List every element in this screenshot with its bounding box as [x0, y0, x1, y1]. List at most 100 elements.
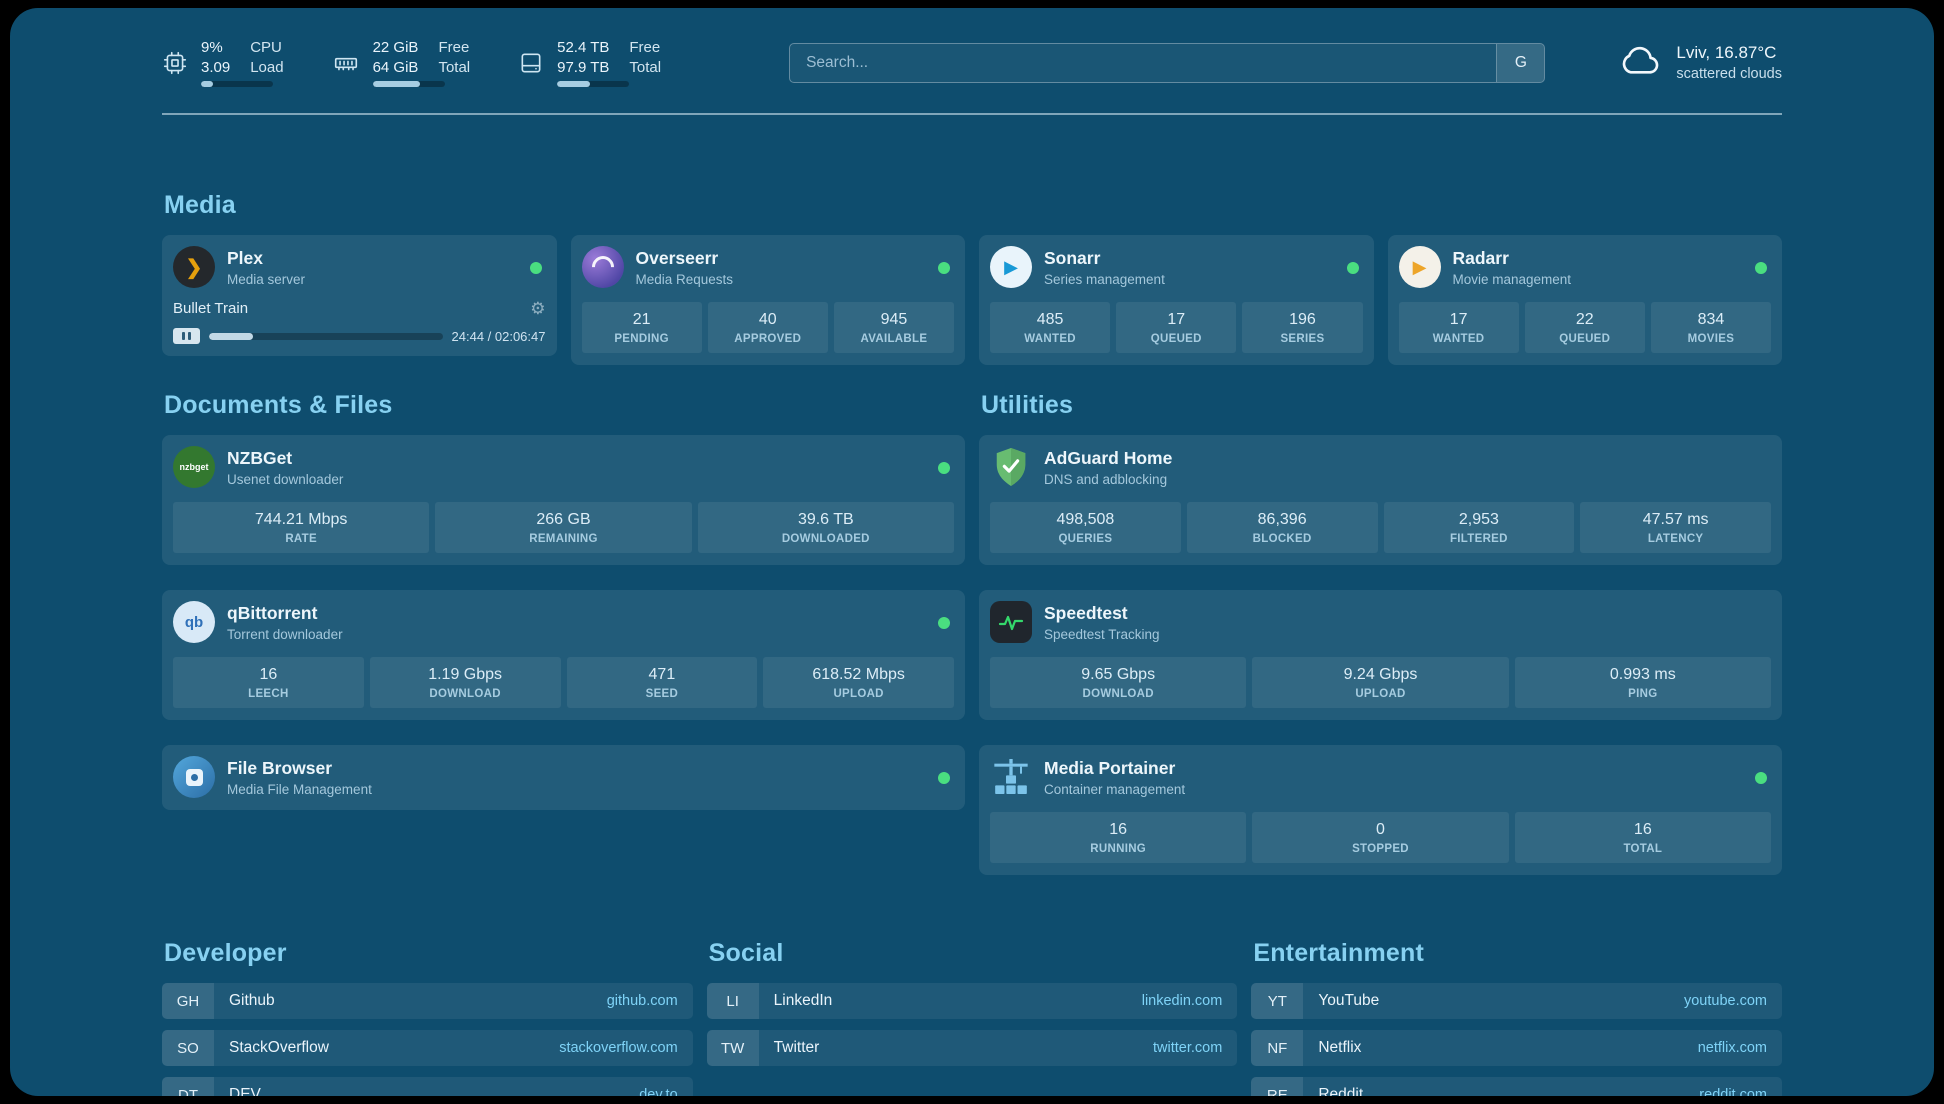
dashboard-app: 9% CPU 3.09 Load	[10, 8, 1934, 1096]
qbittorrent-card[interactable]: qb qBittorrent Torrent downloader 16	[162, 590, 965, 720]
sonarr-title: Sonarr	[1044, 247, 1101, 268]
section-utilities: Utilities AdGu	[979, 391, 1782, 875]
memory-icon	[332, 50, 360, 76]
adguard-subtitle: DNS and adblocking	[1044, 471, 1168, 487]
stat-label: UPLOAD	[833, 688, 884, 700]
stat-label: APPROVED	[734, 333, 802, 345]
status-dot	[938, 772, 950, 784]
stat: 0 STOPPED	[1252, 812, 1509, 863]
adguard-card[interactable]: AdGuard Home DNS and adblocking 498,508 …	[979, 435, 1782, 565]
cpu-readout: 9% CPU 3.09 Load	[201, 38, 284, 87]
weather-location-temp: Lviv, 16.87°C	[1676, 43, 1777, 62]
disk-total-value: 97.9 TB	[557, 58, 610, 76]
bookmark-domain: dev.to	[639, 1087, 678, 1096]
stat: 266 GB REMAINING	[435, 502, 692, 553]
sonarr-icon: ▶	[990, 246, 1032, 288]
bookmark-name: StackOverflow	[229, 1039, 329, 1056]
stat: 2,953 FILTERED	[1383, 502, 1575, 553]
overseerr-card[interactable]: Overseerr Media Requests 21 PENDING 40 A…	[570, 235, 965, 365]
sonarr-card[interactable]: ▶ Sonarr Series management 485 WANTED	[979, 235, 1374, 365]
stat-label: RATE	[285, 533, 317, 545]
stat-value: 9.65 Gbps	[1081, 666, 1156, 683]
plex-now-playing: Bullet Train	[173, 300, 249, 317]
stat: 744.21 Mbps RATE	[173, 502, 430, 553]
radarr-card[interactable]: ▶ Radarr Movie management 17 WANTED	[1387, 235, 1782, 365]
pause-icon[interactable]	[173, 328, 200, 344]
filebrowser-card[interactable]: File Browser Media File Management	[162, 745, 965, 810]
bookmark-reddit[interactable]: RE Reddit reddit.com	[1251, 1077, 1782, 1096]
disk-total-label: Total	[629, 58, 662, 76]
bookmark-group-developer: Developer GH Github github.com SO StackO…	[162, 939, 693, 1096]
nzbget-card[interactable]: nzbget NZBGet Usenet downloader 744.21 M…	[162, 435, 965, 565]
stat: 9.65 Gbps DOWNLOAD	[990, 657, 1247, 708]
bookmark-netflix[interactable]: NF Netflix netflix.com	[1251, 1030, 1782, 1066]
cpu-progress-bar	[201, 81, 273, 87]
cpu-load-label: Load	[250, 58, 284, 76]
portainer-crane-icon	[990, 756, 1032, 798]
memory-readout: 22 GiB Free 64 GiB Total	[372, 38, 471, 87]
speedtest-card[interactable]: Speedtest Speedtest Tracking 9.65 Gbps D…	[979, 590, 1782, 720]
radarr-play-glyph: ▶	[1412, 256, 1427, 277]
bookmark-twitter[interactable]: TW Twitter twitter.com	[706, 1030, 1238, 1066]
portainer-subtitle: Container management	[1044, 781, 1186, 797]
stat: 1.19 Gbps DOWNLOAD	[369, 657, 561, 708]
nzbget-icon: nzbget	[173, 446, 215, 488]
stat-label: AVAILABLE	[860, 333, 928, 345]
stat-label: PENDING	[614, 333, 669, 345]
stat-value: 16	[1633, 821, 1652, 838]
stat: 21 PENDING	[581, 302, 702, 353]
portainer-card[interactable]: Media Portainer Container management 16 …	[979, 745, 1782, 875]
bookmark-name: DEV	[229, 1086, 261, 1096]
stat-label: LEECH	[248, 688, 289, 700]
memory-total-label: Total	[438, 58, 471, 76]
bookmark-linkedin[interactable]: LI LinkedIn linkedin.com	[706, 983, 1238, 1019]
stat: 16 RUNNING	[990, 812, 1247, 863]
stat-label: STOPPED	[1352, 843, 1409, 855]
stat-label: WANTED	[1024, 333, 1076, 345]
stat-value: 618.52 Mbps	[812, 666, 905, 683]
filebrowser-subtitle: Media File Management	[227, 781, 372, 797]
bookmark-dev[interactable]: DT DEV dev.to	[162, 1077, 693, 1096]
memory-total-value: 64 GiB	[372, 58, 419, 76]
stat-value: 21	[632, 311, 651, 328]
stat: 17 QUEUED	[1116, 302, 1237, 353]
stat-label: QUEUED	[1559, 333, 1611, 345]
stat-value: 0.993 ms	[1609, 666, 1676, 683]
bookmark-domain: reddit.com	[1699, 1087, 1767, 1096]
utilities-section-title: Utilities	[981, 391, 1074, 419]
stat-value: 22	[1575, 311, 1594, 328]
stat-label: FILTERED	[1449, 533, 1508, 545]
stat-label: TOTAL	[1623, 843, 1663, 855]
stat-label: SERIES	[1280, 333, 1325, 345]
nzbget-subtitle: Usenet downloader	[227, 471, 344, 487]
search-input[interactable]	[790, 43, 1497, 82]
search-provider-button[interactable]: G	[1496, 43, 1545, 82]
stat-value: 17	[1449, 311, 1468, 328]
bookmark-github[interactable]: GH Github github.com	[162, 983, 693, 1019]
speedtest-icon	[990, 601, 1032, 643]
stat-label: DOWNLOAD	[1082, 688, 1154, 700]
status-dot	[1346, 262, 1359, 274]
speedtest-title: Speedtest	[1044, 602, 1128, 623]
documents-section-title: Documents & Files	[164, 391, 393, 419]
bookmark-domain: youtube.com	[1683, 993, 1767, 1009]
stat-value: 834	[1697, 311, 1725, 328]
stat-label: RUNNING	[1090, 843, 1147, 855]
stat-value: 945	[880, 311, 908, 328]
stat-value: 16	[1109, 821, 1128, 838]
bookmark-abbr: NF	[1251, 1030, 1304, 1066]
bookmark-stackoverflow[interactable]: SO StackOverflow stackoverflow.com	[162, 1030, 693, 1066]
stat-value: 196	[1289, 311, 1316, 328]
sonarr-subtitle: Series management	[1044, 271, 1165, 287]
stat-value: 0	[1376, 821, 1385, 838]
stat: 47.57 ms LATENCY	[1580, 502, 1771, 553]
bookmark-youtube[interactable]: YT YouTube youtube.com	[1251, 983, 1782, 1019]
stat-label: DOWNLOADED	[781, 533, 870, 545]
gear-icon[interactable]: ⚙	[530, 299, 546, 318]
stat-value: 17	[1167, 311, 1186, 328]
bookmark-domain: linkedin.com	[1141, 993, 1223, 1009]
plex-card[interactable]: ❯ Plex Media server Bullet Train ⚙	[162, 235, 557, 356]
bookmark-name: LinkedIn	[773, 992, 833, 1009]
cpu-usage-value: 9%	[201, 39, 223, 56]
nzbget-logo-text: nzbget	[179, 462, 209, 472]
